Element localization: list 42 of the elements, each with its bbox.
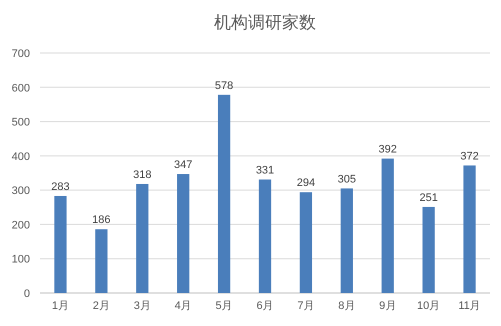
data-label: 392 (378, 144, 397, 156)
data-label: 331 (256, 164, 274, 177)
x-tick-label: 1月 (52, 300, 70, 312)
y-tick-label: 300 (12, 185, 30, 198)
x-tick-label: 11月 (458, 300, 481, 312)
bar (463, 165, 476, 293)
x-tick-label: 9月 (379, 300, 396, 312)
x-tick-label: 3月 (134, 300, 151, 312)
x-tick-label: 4月 (174, 300, 192, 312)
chart-title: 机构调研家数 (214, 13, 316, 32)
data-label: 372 (460, 150, 479, 162)
x-tick-label: 6月 (256, 300, 274, 312)
data-label: 294 (296, 177, 316, 190)
y-tick-label: 200 (12, 219, 30, 232)
data-label: 578 (214, 80, 234, 92)
bar (136, 184, 148, 293)
data-label: 186 (92, 214, 111, 226)
bar (218, 94, 230, 293)
y-tick-label: 100 (12, 254, 30, 266)
y-tick-label: 400 (12, 150, 30, 163)
bar (340, 188, 353, 293)
y-tick-label: 500 (12, 116, 30, 129)
bar (54, 196, 67, 293)
x-tick-label: 10月 (417, 300, 440, 312)
data-label: 305 (338, 173, 356, 186)
y-tick-label: 700 (12, 48, 30, 60)
data-label: 251 (419, 192, 438, 204)
bar (177, 174, 190, 293)
bar (382, 158, 394, 293)
bar (422, 206, 435, 293)
x-tick-label: 2月 (92, 300, 110, 312)
data-label: 318 (133, 168, 152, 181)
x-tick-label: 7月 (297, 300, 314, 312)
data-label: 347 (174, 159, 192, 172)
y-tick-label: 0 (24, 288, 30, 300)
bar (95, 229, 108, 293)
x-tick-label: 5月 (216, 300, 233, 312)
y-tick-label: 600 (12, 82, 30, 94)
bar (300, 192, 312, 293)
data-label: 283 (51, 180, 70, 193)
bar (258, 180, 272, 293)
x-tick-label: 8月 (338, 300, 356, 312)
